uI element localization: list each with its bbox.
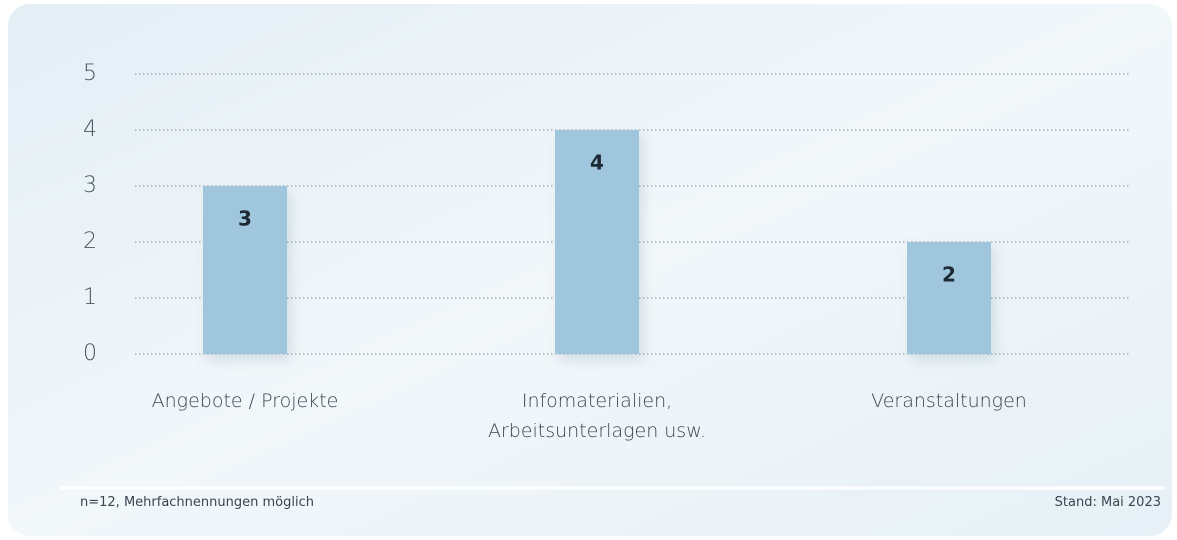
- x-tick-label: Angebote / Projekte: [151, 390, 339, 412]
- data-label: 3: [238, 207, 252, 231]
- y-tick-label: 4: [83, 117, 97, 142]
- footnote: n=12, Mehrfachnennungen möglich: [80, 495, 314, 510]
- data-label: 4: [590, 151, 604, 175]
- y-tick-label: 1: [83, 285, 97, 310]
- y-tick-label: 2: [83, 229, 97, 254]
- x-tick-label: Veranstaltungen: [871, 390, 1027, 412]
- data-label: 2: [942, 263, 956, 287]
- bar: [203, 186, 287, 354]
- y-tick-label: 5: [83, 61, 97, 86]
- date-note: Stand: Mai 2023: [1054, 495, 1161, 510]
- x-tick-label: Infomaterialien, Arbeitsunterlagen usw.: [487, 390, 707, 442]
- bar: [555, 130, 639, 354]
- y-tick-label: 0: [83, 341, 97, 366]
- y-tick-label: 3: [83, 173, 97, 198]
- bar: [907, 242, 991, 354]
